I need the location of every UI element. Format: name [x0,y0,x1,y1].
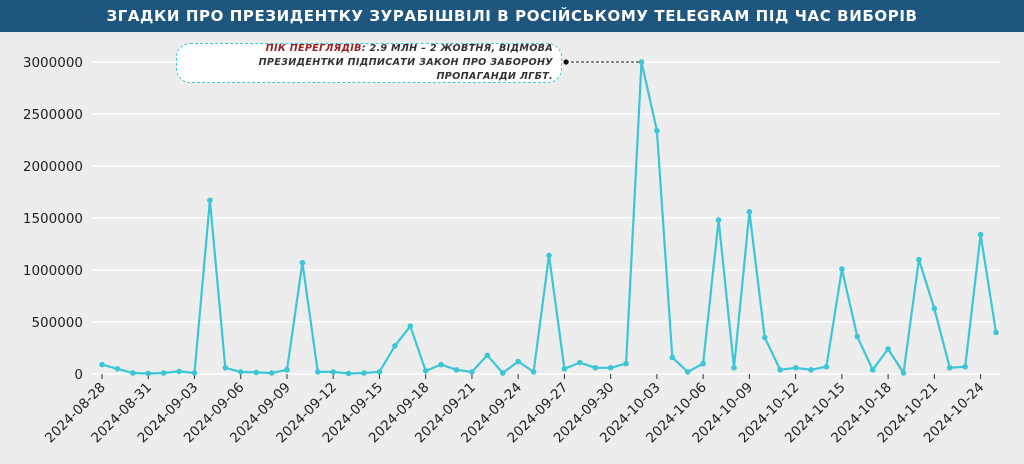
data-point [885,346,891,352]
grid [92,61,1000,375]
data-point [268,370,275,376]
data-point [530,369,537,375]
data-point [314,369,321,375]
data-point [808,367,814,373]
peak-annotation-highlight: Пік переглядів [265,43,362,54]
data-point [160,370,167,376]
peak-annotation-text: Пік переглядів: 2.9 млн – 2 жовтня, відм… [183,42,553,84]
data-point [684,369,691,375]
peak-annotation: Пік переглядів: 2.9 млн – 2 жовтня, відм… [176,43,562,83]
data-point [407,323,414,329]
data-point [916,256,922,263]
data-point [700,360,706,367]
data-point [546,252,552,259]
data-point [854,333,861,340]
data-point [361,370,367,376]
data-point [654,127,660,134]
data-point [253,369,259,376]
data-point [761,334,768,341]
data-point [145,370,152,377]
peak-annotation-body: : 2.9 млн – 2 жовтня, відмова президентк… [258,43,553,82]
data-point [839,266,845,272]
data-point [638,59,645,65]
data-point [114,366,121,372]
data-point [284,367,290,373]
data-point [469,369,475,375]
data-point [237,369,244,375]
series-points [99,59,999,377]
data-point [330,369,337,375]
data-point [376,369,383,375]
x-axis-tick-labels: 2024-08-282024-08-312024-09-032024-09-06… [42,374,987,446]
data-point [207,197,213,204]
data-point [777,367,784,373]
y-tick-label: 2000000 [23,159,83,175]
y-tick-label: 1500000 [23,211,83,227]
data-point [900,370,907,376]
data-point [577,359,583,366]
data-point [931,305,938,312]
data-point [191,370,198,376]
data-point [607,364,614,371]
data-point [484,352,491,359]
data-point [623,360,629,367]
data-point [993,329,999,336]
data-point [438,361,444,368]
data-point [515,358,521,365]
data-point [299,259,306,266]
data-point [392,343,398,349]
data-point [715,217,722,223]
data-point [592,364,599,371]
data-point [669,354,676,361]
y-tick-label: 1000000 [23,263,83,279]
data-point [977,231,984,238]
data-point [561,366,568,372]
data-point [499,370,506,376]
y-tick-label: 0 [74,367,83,383]
data-point [962,363,968,370]
y-tick-label: 2500000 [23,107,83,123]
data-point [176,368,182,375]
data-point [453,367,460,373]
data-point [99,361,105,368]
data-point [222,364,229,371]
y-tick-label: 3000000 [23,55,83,71]
y-tick-label: 500000 [31,315,83,331]
data-point [130,370,136,376]
y-axis-tick-labels: 0 500000 1000000 1500000 2000000 2500000 30000… [23,55,83,383]
chart-title: Згадки про президентку Зурабішвілі в рос… [0,0,1024,32]
data-point [731,364,737,371]
data-point [422,368,429,374]
data-point [792,364,799,371]
data-point [746,208,753,215]
data-point [946,364,953,371]
annotation-leader-start [563,59,569,65]
data-point [823,363,830,370]
data-point [345,370,352,377]
data-point [869,367,876,373]
